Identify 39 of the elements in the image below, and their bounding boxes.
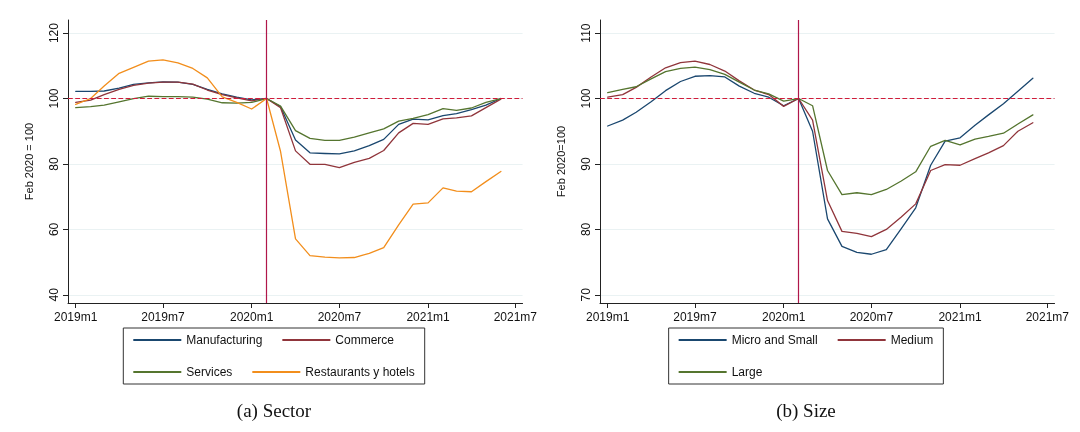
x-tick-label: 2020m7 bbox=[317, 310, 362, 324]
y-tick-label: 110 bbox=[579, 23, 593, 43]
y-tick-label: 100 bbox=[579, 88, 593, 109]
line-series bbox=[75, 95, 502, 142]
legend-label: Large bbox=[731, 365, 763, 379]
x-tick-label: 2019m1 bbox=[586, 310, 630, 324]
legend-label: Restaurants y hotels bbox=[305, 365, 415, 379]
line-series bbox=[607, 66, 1034, 196]
x-tick-label: 2019m7 bbox=[673, 310, 717, 324]
y-tick-label: 90 bbox=[579, 156, 593, 171]
text: (a) Sector bbox=[236, 400, 312, 422]
y-tick-label: 70 bbox=[579, 287, 593, 302]
legend-label: Commerce bbox=[335, 333, 395, 347]
legend-label: Manufacturing bbox=[186, 333, 263, 347]
line-series bbox=[75, 81, 502, 169]
y-axis-title: Feb 2020=100 bbox=[554, 125, 567, 198]
line-series bbox=[607, 74, 1034, 255]
y-tick-label: 80 bbox=[579, 222, 593, 237]
line-series bbox=[607, 60, 1034, 238]
x-tick-label: 2020m7 bbox=[849, 310, 894, 324]
line-series bbox=[75, 59, 502, 259]
x-tick-label: 2021m7 bbox=[1025, 310, 1070, 324]
text: (b) Size bbox=[776, 400, 836, 422]
y-tick-label: 80 bbox=[47, 156, 61, 171]
y-axis-title: Feb 2020 = 100 bbox=[22, 122, 35, 201]
y-tick-label: 60 bbox=[47, 222, 61, 237]
x-tick-label: 2020m1 bbox=[761, 310, 806, 324]
y-tick-label: 100 bbox=[47, 88, 61, 109]
x-tick-label: 2021m1 bbox=[938, 310, 983, 324]
y-tick-label: 120 bbox=[47, 22, 61, 44]
legend-label: Medium bbox=[890, 333, 934, 347]
y-tick-label: 40 bbox=[47, 287, 61, 302]
x-tick-label: 2021m7 bbox=[493, 310, 538, 324]
x-tick-label: 2021m1 bbox=[406, 310, 451, 324]
x-tick-label: 2019m7 bbox=[141, 310, 185, 324]
legend-label: Micro and Small bbox=[731, 333, 818, 347]
x-tick-label: 2019m1 bbox=[54, 310, 98, 324]
legend-label: Services bbox=[186, 365, 233, 379]
x-tick-label: 2020m1 bbox=[229, 310, 274, 324]
